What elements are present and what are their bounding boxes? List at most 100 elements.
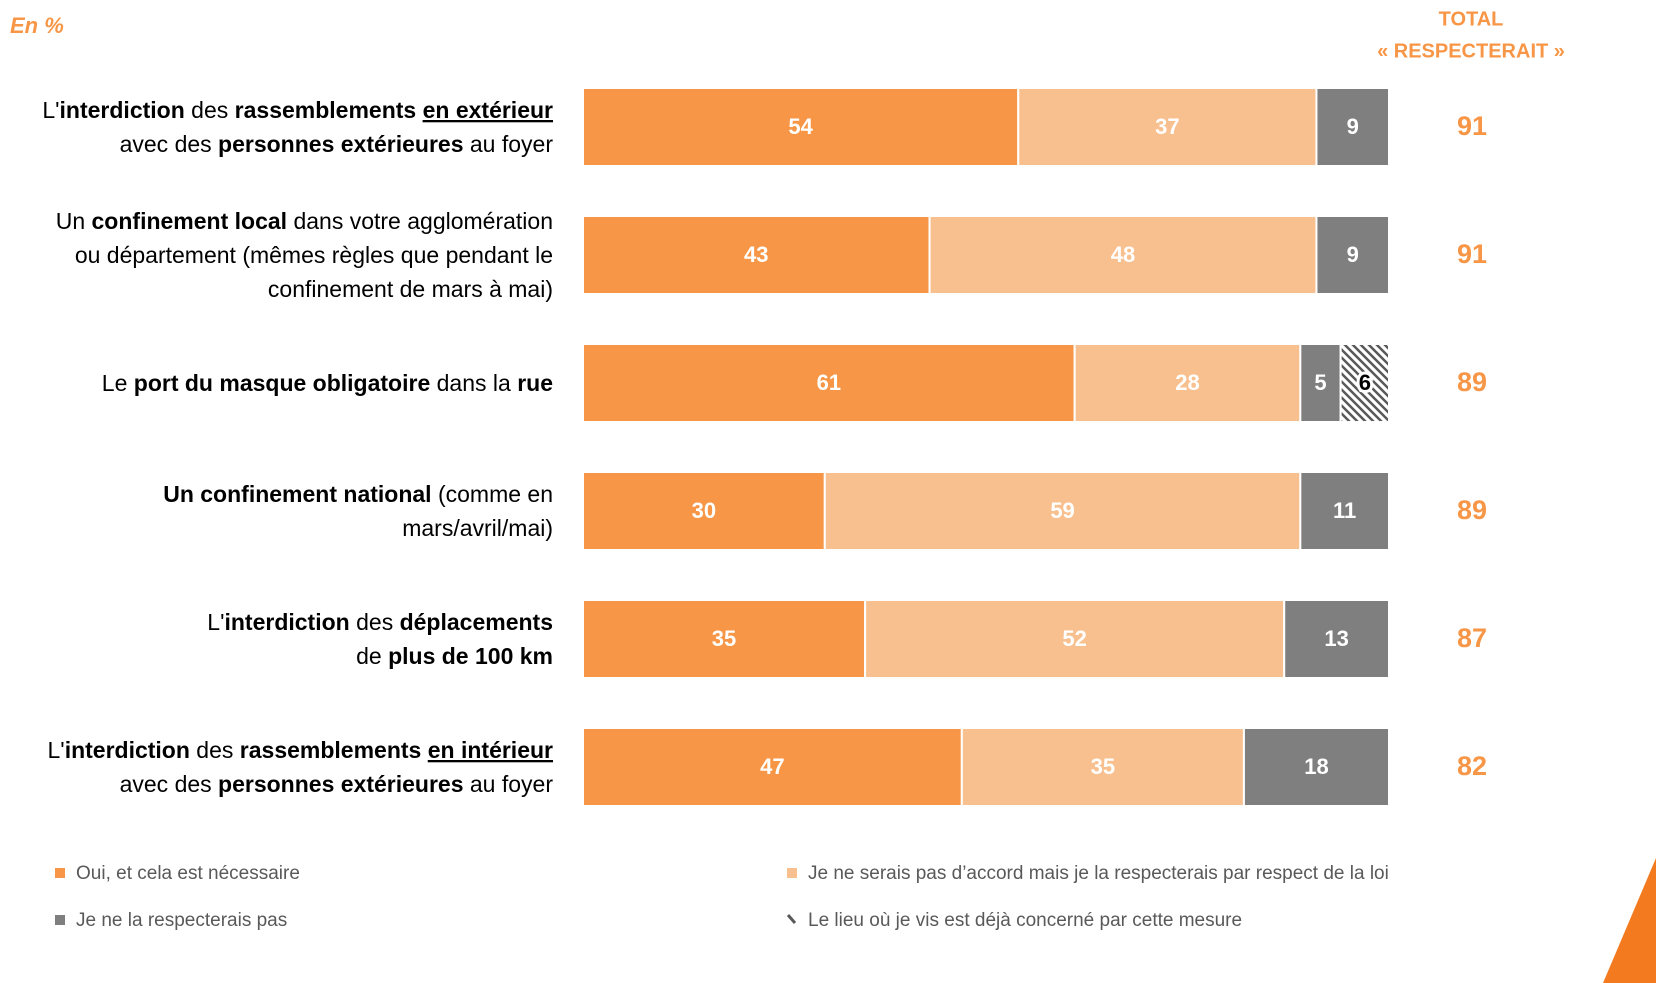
total-title: TOTAL: [1439, 8, 1504, 30]
bar-segment: [1339, 343, 1391, 423]
category-text: en extérieur: [423, 97, 553, 123]
decoration: [1603, 858, 1656, 983]
bar-segment: [582, 343, 1076, 423]
value-label: 47: [760, 754, 784, 779]
total-label: 91: [1457, 239, 1487, 269]
bar-segment: [582, 727, 963, 807]
category-label: avec des personnes extérieures au foyer: [120, 131, 554, 157]
value-label: 43: [744, 242, 768, 267]
total-title: « RESPECTERAIT »: [1377, 40, 1565, 62]
category-text: dans votre agglomération: [287, 208, 553, 234]
category-text: au foyer: [464, 131, 554, 157]
category-text: dans la: [430, 370, 517, 396]
bar-segment: [823, 471, 1302, 551]
category-label: L'interdiction des rassemblements en ext…: [42, 97, 553, 123]
total-label: 91: [1457, 111, 1487, 141]
category-text: rassemblements: [240, 737, 422, 763]
legend-label: Oui, et cela est nécessaire: [76, 863, 300, 884]
legend-marker: [55, 915, 65, 925]
value-label: 9: [1347, 242, 1359, 267]
category-text: (comme en: [432, 481, 553, 507]
value-label: 13: [1324, 626, 1348, 651]
category-text: port du masque obligatoire: [134, 370, 430, 396]
legend-marker: [55, 868, 65, 878]
category-text: des: [190, 737, 240, 763]
category-text: déplacements: [400, 609, 553, 635]
category-text: en intérieur: [428, 737, 553, 763]
bar-segment: [1073, 343, 1302, 423]
value-label: 37: [1155, 114, 1179, 139]
category-label: Un confinement local dans votre agglomér…: [56, 208, 553, 234]
category-label: avec des personnes extérieures au foyer: [120, 771, 554, 797]
category-text: L': [42, 97, 59, 123]
category-text: avec des: [120, 131, 218, 157]
category-label: ou département (mêmes règles que pendant…: [75, 242, 553, 268]
value-label: 48: [1111, 242, 1135, 267]
category-text: ou département (mêmes règles que pendant…: [75, 242, 553, 268]
value-label: 30: [692, 498, 716, 523]
category-label: Le port du masque obligatoire dans la ru…: [102, 370, 553, 396]
category-text: des: [350, 609, 400, 635]
category-text: rue: [517, 370, 553, 396]
bar-segment: [1242, 727, 1391, 807]
category-text: L': [207, 609, 224, 635]
category-text: avec des: [120, 771, 218, 797]
value-label: 11: [1333, 498, 1356, 523]
category-text: personnes extérieures: [218, 131, 463, 157]
legend-marker: [787, 868, 797, 878]
value-label: 28: [1175, 370, 1199, 395]
bar-segment: [1299, 343, 1342, 423]
legend-label: Je ne la respecterais pas: [76, 910, 287, 931]
value-label: 35: [1091, 754, 1115, 779]
bar-segment: [1283, 599, 1390, 679]
category-label: Un confinement national (comme en: [163, 481, 553, 507]
value-label: 35: [712, 626, 736, 651]
category-label: L'interdiction des déplacements: [207, 609, 553, 635]
category-text: mars/avril/mai): [402, 515, 553, 541]
total-label: 82: [1457, 751, 1487, 781]
category-label: confinement de mars à mai): [268, 276, 553, 302]
legend-label: Le lieu où je vis est déjà concerné par …: [808, 910, 1242, 931]
value-label: 59: [1050, 498, 1074, 523]
category-label: de plus de 100 km: [356, 643, 553, 669]
category-label: L'interdiction des rassemblements en int…: [48, 737, 554, 763]
category-text: interdiction: [224, 609, 349, 635]
bar-segment: [960, 727, 1245, 807]
category-text: confinement de mars à mai): [268, 276, 553, 302]
category-text: rassemblements: [235, 97, 417, 123]
category-text: L': [48, 737, 65, 763]
total-label: 89: [1457, 367, 1487, 397]
bar-segment: [1299, 471, 1390, 551]
category-text: Un: [56, 208, 92, 234]
total-label: 87: [1457, 623, 1487, 653]
legend-marker: [786, 914, 797, 924]
bar-segment: [928, 215, 1318, 295]
category-text: des: [185, 97, 235, 123]
category-text: interdiction: [60, 97, 185, 123]
category-text: de: [356, 643, 388, 669]
category-text: confinement local: [92, 208, 288, 234]
value-label: 52: [1062, 626, 1086, 651]
bar-segment: [582, 599, 867, 679]
bar-segment: [1017, 87, 1318, 167]
subtitle: En %: [10, 13, 64, 38]
value-label: 9: [1347, 114, 1359, 139]
value-label: 6: [1359, 370, 1371, 395]
value-label: 5: [1314, 370, 1326, 395]
bar-segment: [582, 215, 931, 295]
category-label: mars/avril/mai): [402, 515, 553, 541]
bar-segment: [1315, 87, 1390, 167]
category-text: Un confinement national: [163, 481, 431, 507]
bar-segment: [1315, 215, 1390, 295]
value-label: 61: [817, 370, 841, 395]
category-text: au foyer: [464, 771, 554, 797]
category-text: interdiction: [65, 737, 190, 763]
bar-segment: [582, 87, 1020, 167]
category-text: Le: [102, 370, 134, 396]
value-label: 54: [788, 114, 813, 139]
category-text: personnes extérieures: [218, 771, 463, 797]
value-label: 18: [1304, 754, 1328, 779]
total-label: 89: [1457, 495, 1487, 525]
category-text: plus de 100 km: [388, 643, 553, 669]
